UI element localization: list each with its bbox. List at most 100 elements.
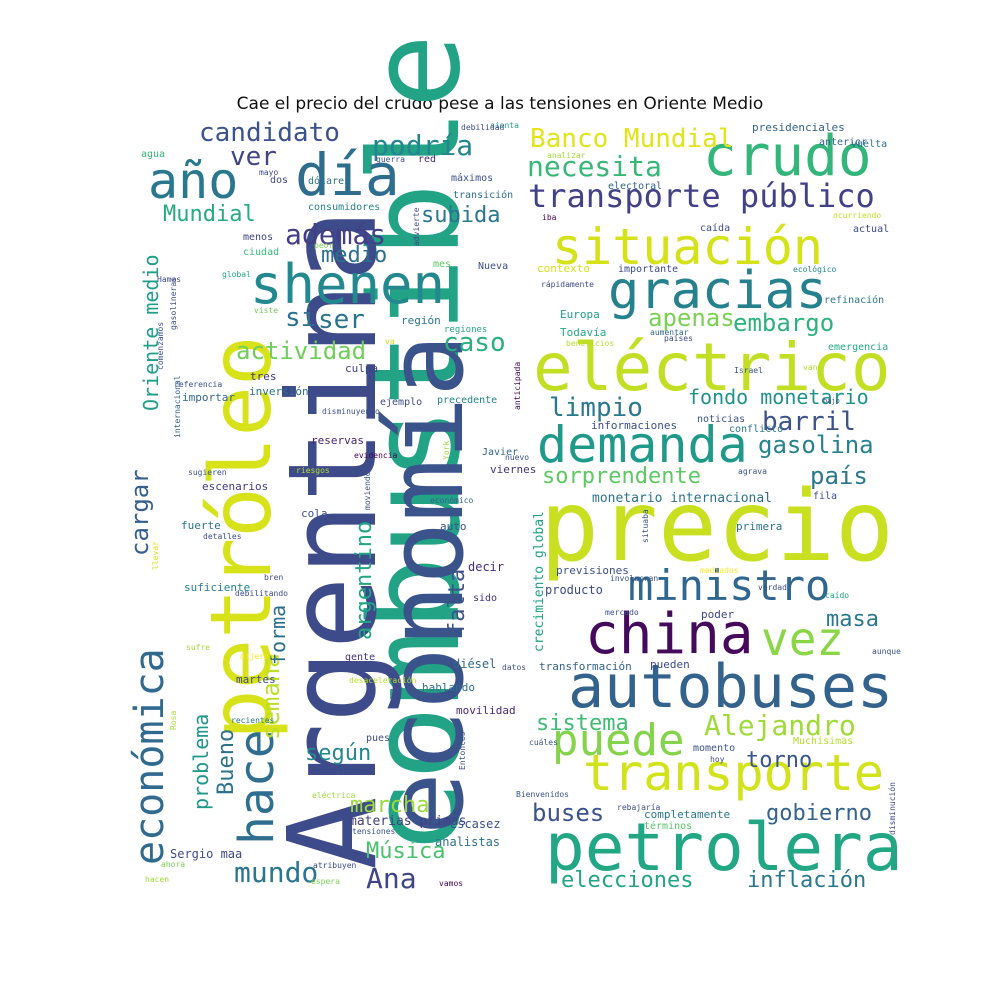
word-115: red (418, 154, 436, 165)
word-89: transición (453, 189, 513, 201)
word-19: año (148, 152, 238, 210)
word-174: datos (502, 663, 526, 672)
word-127: fila (813, 491, 837, 502)
word-123: refinación (824, 294, 884, 306)
word-29: además (285, 218, 386, 251)
word-148: Hamas (157, 275, 181, 284)
word-194: mercado (605, 608, 639, 617)
word-84: Muchísimas (793, 735, 853, 747)
word-7: autobuses (568, 652, 893, 722)
word-68: Sergio maa (170, 847, 242, 861)
word-48: argentino (352, 521, 377, 640)
word-86: pueden (650, 658, 690, 671)
word-159: riesgos (296, 466, 330, 475)
word-38: embargo (733, 309, 834, 337)
word-69: escasez (450, 817, 501, 831)
word-30: ver (230, 142, 277, 172)
word-78: Todavía (560, 326, 606, 339)
word-178: eléctrica (312, 790, 356, 800)
word-88: electoral (608, 181, 662, 192)
word-165: detalles (203, 532, 242, 541)
word-33: ser (318, 305, 365, 335)
word-134: guerra (376, 155, 405, 164)
word-166: llevar (151, 541, 160, 570)
word-62: Ana (366, 862, 417, 895)
word-133: debilidad (461, 123, 505, 132)
word-46: cargar (126, 469, 154, 556)
word-117: menos (243, 232, 273, 243)
word-12: shenen (250, 253, 445, 316)
word-24: Alejandro (704, 709, 856, 742)
word-182: espera (311, 877, 340, 886)
word-55: Bueno (214, 729, 239, 795)
word-145: va (385, 337, 395, 346)
word-179: Bienvenidos (516, 790, 569, 799)
word-188: hoy (710, 755, 725, 764)
word-139: rápidamente (541, 280, 594, 289)
word-137: ocurriendo (833, 211, 881, 220)
word-136: iba (542, 213, 557, 222)
word-95: precedente (437, 395, 497, 406)
word-124: emergencia (828, 342, 888, 353)
word-110: cola (301, 507, 328, 520)
word-175: cuáles (529, 738, 558, 747)
word-93: región (401, 314, 441, 327)
word-47: semana (257, 653, 285, 740)
word-36: subida (421, 203, 500, 228)
word-73: transformación (539, 660, 632, 673)
word-15: demanda (537, 416, 748, 474)
word-108: viernes (490, 463, 536, 476)
word-96: ejemplo (380, 397, 422, 408)
word-149: mayo (259, 168, 278, 177)
word-103: escenarios (202, 480, 268, 493)
word-23: Banco Mundial (530, 124, 734, 154)
word-0: combustible (344, 34, 488, 855)
word-180: tensiones (352, 827, 396, 836)
word-3: petróleo (192, 335, 290, 740)
word-120: Nueva (478, 261, 508, 272)
word-106: gente (345, 652, 375, 663)
word-31: Mundial (163, 202, 256, 227)
word-99: importar (182, 391, 235, 404)
word-13: día (295, 141, 400, 209)
word-90: consumidores (308, 202, 380, 213)
word-92: máximos (451, 172, 493, 184)
word-186: rebajaría (617, 803, 661, 812)
word-141: beneficios (566, 339, 614, 348)
word-150: advierte (412, 207, 421, 246)
word-192: mediados (700, 566, 739, 575)
word-35: caso (443, 328, 506, 358)
word-176: Entonces (458, 731, 467, 770)
word-37: apenas (648, 304, 735, 332)
word-14: gracias (608, 261, 827, 321)
word-118: ciudad (243, 247, 279, 258)
word-79: presidenciales (752, 121, 845, 134)
word-147: global (222, 270, 251, 279)
word-125: noticias (697, 414, 745, 425)
word-158: sugieren (188, 468, 227, 477)
word-50: forma (266, 605, 290, 665)
word-168: debilitando (235, 589, 288, 598)
word-97: culpa (345, 362, 378, 375)
word-177: Nieto (336, 768, 360, 777)
word-183: ahora (161, 860, 185, 869)
word-5: eléctrico (533, 329, 891, 406)
word-22: transporte público (528, 177, 875, 215)
word-161: moviendo (363, 471, 372, 510)
chart-title: Cae el precio del crudo pese a las tensi… (236, 94, 764, 114)
word-10: crudo (703, 124, 872, 189)
word-42: gasolina (758, 431, 874, 459)
word-171: desaceleración (349, 675, 417, 685)
word-156: anticipada (513, 362, 522, 410)
word-181: atribuyen (313, 861, 357, 870)
word-27: podría (372, 129, 473, 162)
word-75: decir (468, 560, 504, 574)
word-112: sido (473, 593, 497, 604)
word-152: gasolineras (169, 277, 178, 330)
word-160: evidencia (354, 451, 398, 460)
word-173: recientes (231, 716, 275, 725)
word-20: económica (127, 648, 173, 865)
word-44: país (810, 462, 868, 490)
word-56: problema (189, 714, 213, 810)
word-57: marcha (350, 793, 429, 818)
